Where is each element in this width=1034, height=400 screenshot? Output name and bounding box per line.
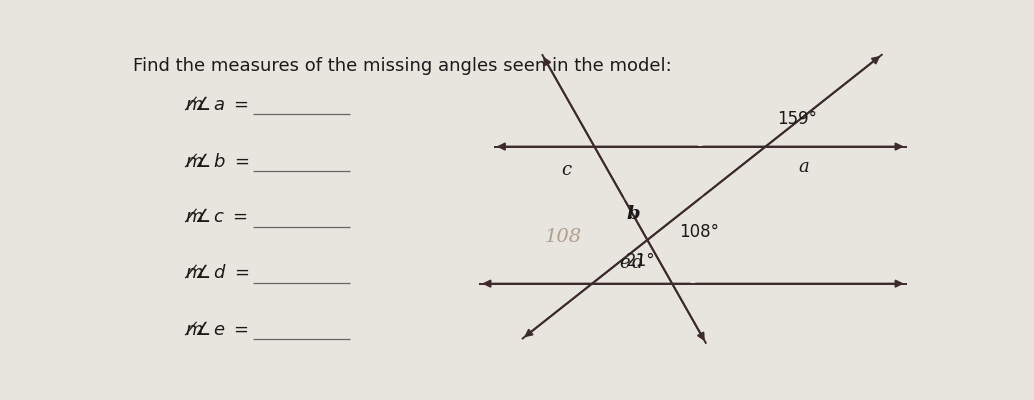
Text: $m\!\!\not\!\angle\,a\  =$: $m\!\!\not\!\angle\,a\ =$ bbox=[184, 96, 249, 114]
Text: $m\!\!\not\!\angle\,b\  =$: $m\!\!\not\!\angle\,b\ =$ bbox=[184, 153, 249, 171]
Text: e: e bbox=[618, 254, 630, 272]
Text: $m\!\!\not\!\angle\,e\  =$: $m\!\!\not\!\angle\,e\ =$ bbox=[184, 321, 249, 339]
Text: a: a bbox=[798, 158, 810, 176]
Text: $m\!\!\not\!\angle\,d\  =$: $m\!\!\not\!\angle\,d\ =$ bbox=[184, 264, 249, 282]
Text: 108°: 108° bbox=[679, 223, 720, 241]
Text: d: d bbox=[632, 254, 643, 272]
Text: 21°: 21° bbox=[626, 252, 655, 270]
Text: 108: 108 bbox=[545, 228, 582, 246]
Text: c: c bbox=[561, 161, 572, 179]
Text: Find the measures of the missing angles seen in the model:: Find the measures of the missing angles … bbox=[133, 57, 672, 75]
Text: b: b bbox=[627, 205, 640, 223]
Text: $m\!\!\not\!\angle\,c\  =$: $m\!\!\not\!\angle\,c\ =$ bbox=[184, 208, 247, 226]
Text: 159°: 159° bbox=[778, 110, 818, 128]
